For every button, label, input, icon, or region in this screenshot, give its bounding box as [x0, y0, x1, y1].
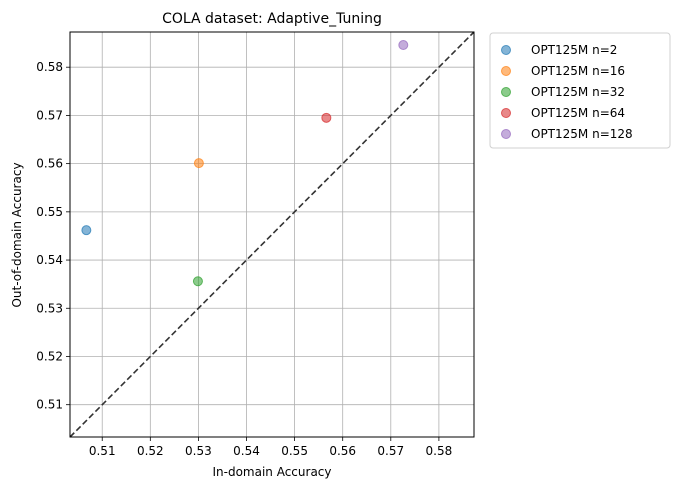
x-tick-label: 0.54 — [233, 444, 260, 458]
x-tick-label: 0.51 — [89, 444, 116, 458]
y-tick-label: 0.54 — [36, 253, 63, 267]
grid-lines — [70, 32, 474, 437]
x-axis-ticks: 0.51 0.52 0.53 0.54 0.55 0.56 0.57 0.58 — [89, 437, 452, 458]
data-points — [81, 40, 409, 287]
y-tick-label: 0.53 — [36, 301, 63, 315]
x-tick-label: 0.52 — [137, 444, 164, 458]
data-point — [321, 112, 332, 123]
legend-label: OPT125M n=64 — [531, 106, 625, 120]
y-tick-label: 0.55 — [36, 205, 63, 219]
y-tick-label: 0.57 — [36, 108, 63, 122]
legend-marker — [501, 66, 511, 76]
x-tick-label: 0.58 — [426, 444, 453, 458]
data-point — [192, 276, 203, 287]
x-axis-label: In-domain Accuracy — [212, 465, 331, 479]
legend-label: OPT125M n=128 — [531, 127, 633, 141]
x-tick-label: 0.53 — [185, 444, 212, 458]
y-axis-ticks: 0.51 0.52 0.53 0.54 0.55 0.56 0.57 0.58 — [36, 60, 70, 412]
legend-marker — [501, 108, 511, 118]
y-tick-label: 0.58 — [36, 60, 63, 74]
legend-label: OPT125M n=16 — [531, 64, 625, 78]
x-tick-label: 0.57 — [377, 444, 404, 458]
legend-marker — [501, 45, 511, 55]
data-point — [193, 158, 204, 169]
legend-marker — [501, 87, 511, 97]
plot-frame — [69, 31, 475, 438]
y-tick-label: 0.52 — [36, 349, 63, 363]
x-tick-label: 0.55 — [281, 444, 308, 458]
y-tick-label: 0.51 — [36, 398, 63, 412]
chart-title: COLA dataset: Adaptive_Tuning — [162, 11, 382, 27]
legend-box — [489, 32, 671, 149]
y-tick-label: 0.56 — [36, 157, 63, 171]
data-point — [398, 40, 409, 51]
legend-label: OPT125M n=32 — [531, 85, 625, 99]
data-point — [81, 225, 92, 236]
diagonal-reference-line — [69, 31, 475, 438]
legend-label: OPT125M n=2 — [531, 43, 617, 57]
y-axis-label: Out-of-domain Accuracy — [10, 162, 24, 307]
x-tick-label: 0.56 — [329, 444, 356, 458]
legend-marker — [501, 129, 511, 139]
legend: OPT125M n=2 OPT125M n=16 OPT125M n=32 OPT12… — [489, 32, 671, 149]
